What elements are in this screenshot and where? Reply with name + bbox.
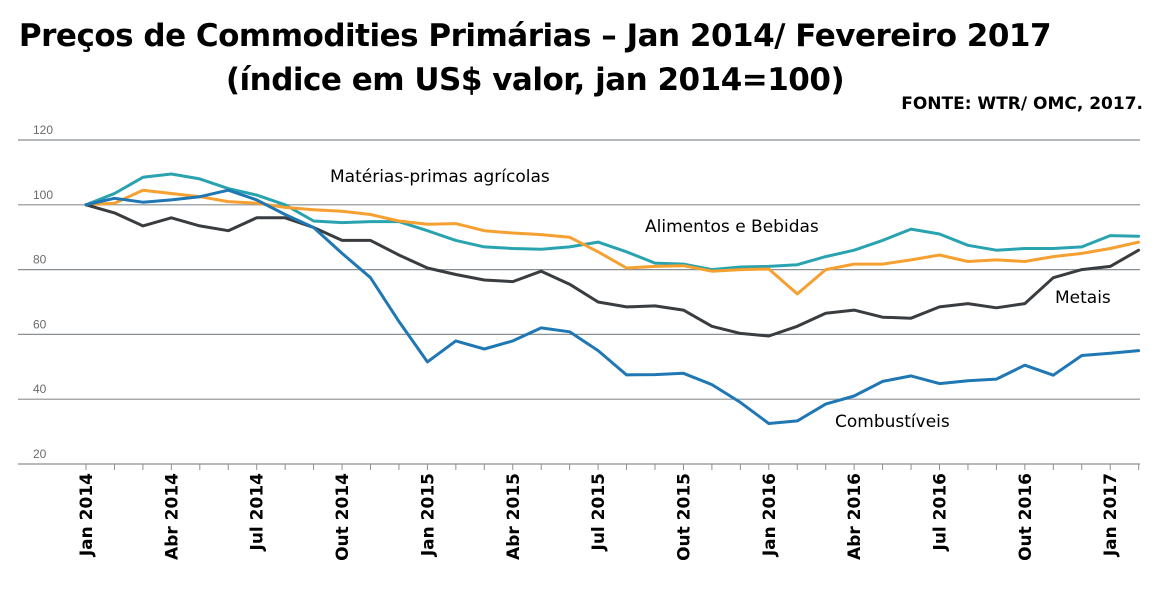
- x-tick-label: Jul 2014: [248, 473, 268, 552]
- y-tick-label: 20: [33, 447, 47, 461]
- annotation-metais: Metais: [1055, 288, 1111, 308]
- x-tick-label: Out 2015: [674, 473, 694, 561]
- series-line-0: [84, 172, 1141, 272]
- grid-layer: [18, 139, 1140, 465]
- annotation-alimentos: Alimentos e Bebidas: [645, 217, 819, 237]
- x-tick-label: Jan 2015: [418, 473, 438, 557]
- x-axis: Jan 2014 Abr 2014 Jul 2014 Out 2014 Jan 2015…: [77, 464, 1140, 561]
- y-tick-label: 80: [33, 253, 47, 267]
- x-tick-label: Jul 2015: [589, 473, 609, 552]
- annotation-combustiveis: Combustíveis: [835, 412, 950, 432]
- source-note: FONTE: WTR/ OMC, 2017.: [901, 94, 1143, 114]
- chart-subtitle: (índice em US$ valor, jan 2014=100): [225, 62, 845, 98]
- series-line-3: [84, 188, 1141, 425]
- series-layer: [84, 172, 1141, 425]
- x-tick-label: Abr 2014: [162, 473, 182, 560]
- x-tick-label: Jan 2016: [760, 473, 780, 557]
- series-line-1: [84, 188, 1141, 296]
- chart-title: Preços de Commodities Primárias – Jan 20…: [18, 18, 1052, 54]
- y-tick-label: 120: [33, 123, 53, 137]
- x-tick-label: Jan 2014: [77, 473, 97, 557]
- y-tick-label: 60: [33, 317, 47, 331]
- x-tick-label: Abr 2015: [504, 473, 524, 560]
- x-tick-label: Out 2016: [1016, 473, 1036, 561]
- x-tick-label: Jan 2017: [1101, 473, 1121, 557]
- y-tick-label: 100: [33, 188, 53, 202]
- x-tick-label: Jul 2016: [931, 473, 951, 552]
- x-tick-label: Abr 2016: [845, 473, 865, 560]
- series-line-2: [84, 203, 1141, 338]
- y-axis-ticks: 20 40 60 80 100 120: [33, 123, 53, 461]
- annotation-materias-primas: Matérias-primas agrícolas: [330, 167, 550, 187]
- annotation-layer: Matérias-primas agrícolas Alimentos e Be…: [330, 167, 1111, 432]
- y-tick-label: 40: [33, 382, 47, 396]
- x-tick-label: Out 2014: [333, 473, 353, 561]
